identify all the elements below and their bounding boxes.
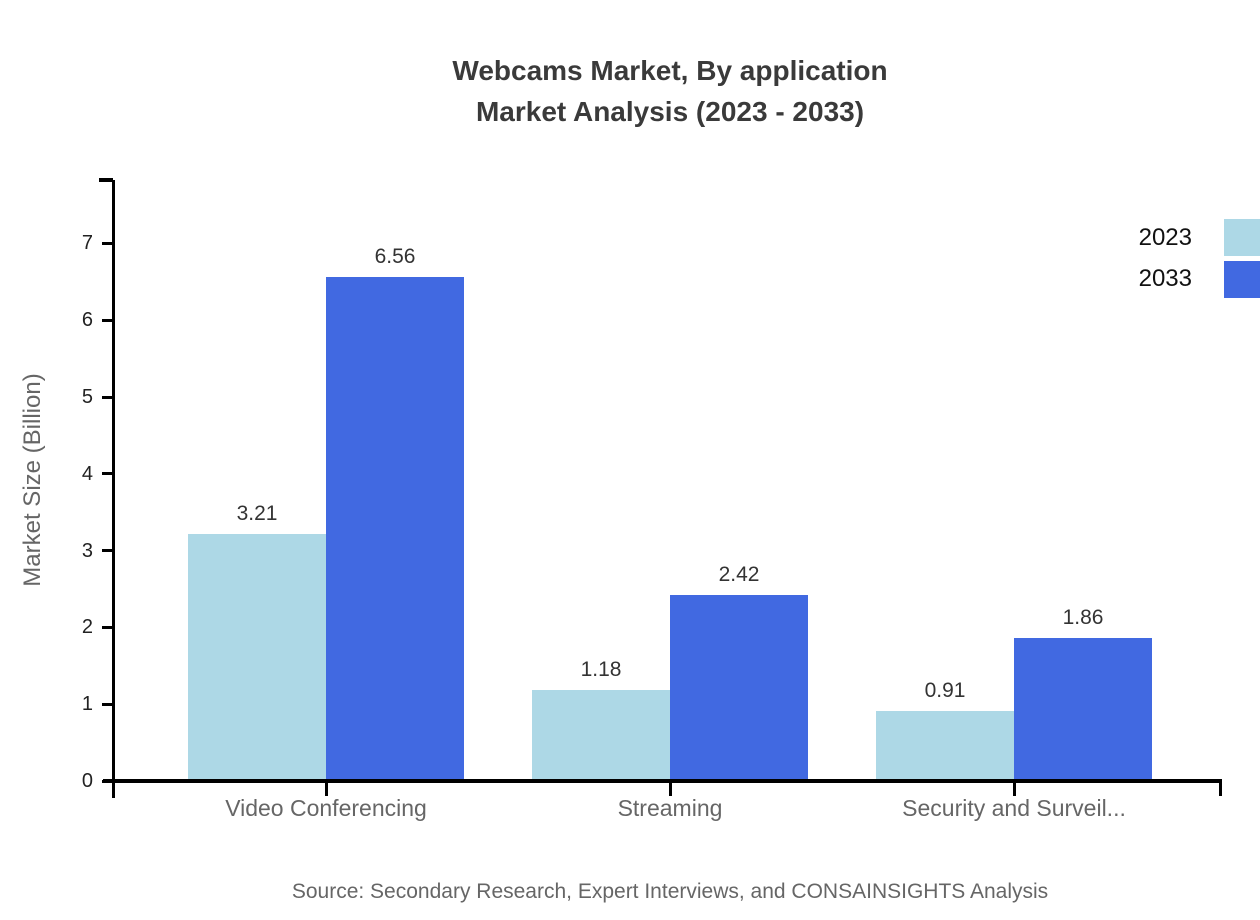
y-tick-label-2: 2 — [81, 616, 93, 639]
y-tick-0 — [102, 779, 113, 783]
y-tick-7 — [102, 241, 113, 245]
bar-2023-0 — [188, 534, 326, 781]
bar-value-2033-0: 6.56 — [374, 245, 416, 268]
bar-2033-1 — [670, 595, 808, 781]
bar-value-2023-0: 3.21 — [236, 502, 278, 525]
y-tick-6 — [102, 318, 113, 322]
x-tick-2 — [1012, 783, 1016, 796]
bar-value-2023-1: 1.18 — [580, 658, 622, 681]
y-tick-label-6: 6 — [81, 309, 93, 332]
y-axis-line — [112, 180, 115, 798]
bar-value-2033-2: 1.86 — [1062, 606, 1104, 629]
y-tick-4 — [102, 472, 113, 476]
x-category-label-0: Video Conferencing — [225, 795, 427, 821]
chart-title: Webcams Market, By application Market An… — [80, 50, 1260, 132]
x-axis-right-cap — [1219, 783, 1222, 796]
bar-2023-1 — [532, 690, 670, 781]
bar-2033-2 — [1014, 638, 1152, 781]
y-tick-label-0: 0 — [81, 770, 93, 792]
y-tick-label-3: 3 — [81, 539, 93, 562]
legend-swatch-2033 — [1224, 261, 1260, 298]
y-tick-label-7: 7 — [81, 232, 93, 255]
y-tick-label-5: 5 — [81, 386, 93, 408]
chart-title-line2: Market Analysis (2023 - 2033) — [475, 96, 865, 127]
y-tick-label-4: 4 — [81, 462, 93, 485]
legend-label-2023: 2023 — [1138, 224, 1192, 251]
y-tick-5 — [102, 395, 113, 399]
y-tick-2 — [102, 625, 113, 629]
x-tick-0 — [324, 783, 328, 796]
bar-value-2033-1: 2.42 — [718, 563, 760, 586]
legend-swatch-2023 — [1224, 219, 1260, 256]
x-tick-1 — [668, 783, 672, 796]
chart-title-line1: Webcams Market, By application — [452, 55, 888, 86]
bar-2023-2 — [876, 711, 1014, 781]
x-axis-line — [103, 779, 1222, 783]
source-text: Source: Secondary Research, Expert Inter… — [291, 880, 1049, 903]
y-tick-label-1: 1 — [81, 693, 93, 716]
legend-label-2033: 2033 — [1138, 265, 1192, 292]
x-category-label-1: Streaming — [617, 795, 723, 821]
y-tick-1 — [102, 702, 113, 706]
bar-value-2023-2: 0.91 — [924, 679, 966, 702]
bar-2033-0 — [326, 277, 464, 781]
y-axis-top-cap — [99, 178, 113, 182]
y-tick-3 — [102, 549, 113, 553]
x-category-label-2: Security and Surveil... — [902, 795, 1126, 821]
